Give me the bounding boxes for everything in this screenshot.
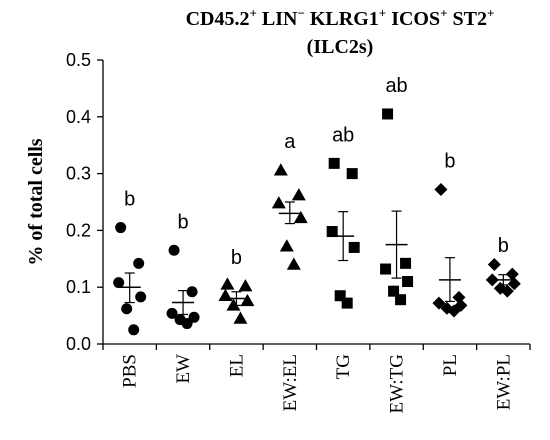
y-tick-label: 0.1	[66, 277, 91, 297]
significance-label: b	[444, 151, 455, 173]
x-tick-label: PL	[440, 354, 461, 376]
x-tick-label: EL	[226, 354, 247, 377]
data-point-square	[395, 294, 407, 306]
data-point-square	[346, 168, 358, 180]
data-point-circle	[186, 286, 198, 298]
significance-label: b	[231, 247, 242, 269]
data-point-triangle	[271, 196, 286, 209]
data-point-diamond	[500, 284, 514, 298]
y-tick-label: 0.3	[66, 164, 91, 184]
data-point-triangle	[238, 279, 253, 292]
title-superscript: +	[440, 5, 448, 21]
data-point-diamond	[447, 304, 461, 318]
data-point-circle	[121, 303, 133, 315]
data-point-triangle	[233, 311, 248, 324]
data-point-circle	[133, 257, 145, 269]
data-point-circle	[168, 244, 180, 256]
data-point-square	[388, 285, 400, 297]
data-point-square	[341, 297, 353, 309]
data-point-triangle	[291, 188, 306, 201]
x-tick-label: PBS	[120, 354, 141, 388]
data-point-diamond	[487, 257, 501, 271]
y-tick-label: 0.4	[66, 107, 91, 127]
x-tick-label: EW	[173, 354, 194, 384]
title-superscript: +	[249, 5, 257, 21]
data-point-circle	[115, 222, 127, 234]
x-tick-label: EW:EL	[280, 354, 301, 411]
data-point-diamond	[507, 277, 521, 291]
significance-label: ab	[385, 75, 407, 97]
x-tick-label: EW:TG	[387, 354, 408, 414]
data-point-diamond	[432, 296, 446, 310]
data-point-triangle	[218, 288, 233, 301]
data-point-circle	[181, 318, 193, 330]
data-point-square	[326, 226, 338, 238]
data-point-square	[380, 263, 392, 275]
significance-label: b	[498, 235, 509, 257]
significance-label: b	[178, 211, 189, 233]
data-point-square	[334, 290, 346, 302]
data-point-diamond	[505, 267, 519, 281]
data-point-triangle	[293, 210, 308, 224]
data-point-triangle	[226, 298, 241, 311]
data-point-circle	[188, 311, 200, 323]
title-part: ST2	[447, 8, 487, 30]
y-tick-label: 0.0	[66, 334, 91, 354]
chart-subtitle: (ILC2s)	[306, 36, 374, 58]
title-part: KLRG1	[304, 8, 379, 30]
data-point-triangle	[220, 277, 235, 290]
data-point-square	[348, 241, 360, 253]
data-point-square	[402, 276, 414, 288]
y-tick-label: 0.5	[66, 50, 91, 70]
title-superscript: −	[297, 5, 305, 21]
data-point-triangle	[279, 239, 294, 252]
significance-label: a	[284, 131, 296, 153]
title-superscript: +	[487, 5, 495, 21]
chart-title: CD45.2+ LIN− KLRG1+ ICOS+ ST2+	[130, 5, 550, 31]
data-point-circle	[166, 307, 178, 319]
data-point-diamond	[434, 183, 448, 197]
title-part: ICOS	[386, 8, 441, 30]
data-point-square	[400, 257, 412, 269]
data-point-diamond	[485, 273, 499, 287]
data-point-circle	[128, 324, 140, 336]
data-point-triangle	[286, 257, 301, 270]
data-point-square	[328, 157, 340, 169]
title-superscript: +	[378, 5, 387, 21]
x-tick-label: TG	[333, 354, 354, 380]
data-point-square	[382, 108, 394, 120]
title-part: LIN	[256, 8, 298, 30]
data-point-circle	[113, 277, 125, 289]
x-tick-label: EW:PL	[493, 354, 514, 410]
y-axis-label: % of total cells	[25, 138, 47, 265]
data-point-triangle	[240, 293, 255, 307]
data-point-circle	[135, 291, 147, 303]
title-part: CD45.2	[185, 8, 250, 30]
significance-label: b	[124, 189, 135, 211]
data-point-triangle	[273, 163, 288, 176]
y-tick-label: 0.2	[66, 220, 91, 240]
significance-label: ab	[332, 124, 354, 146]
